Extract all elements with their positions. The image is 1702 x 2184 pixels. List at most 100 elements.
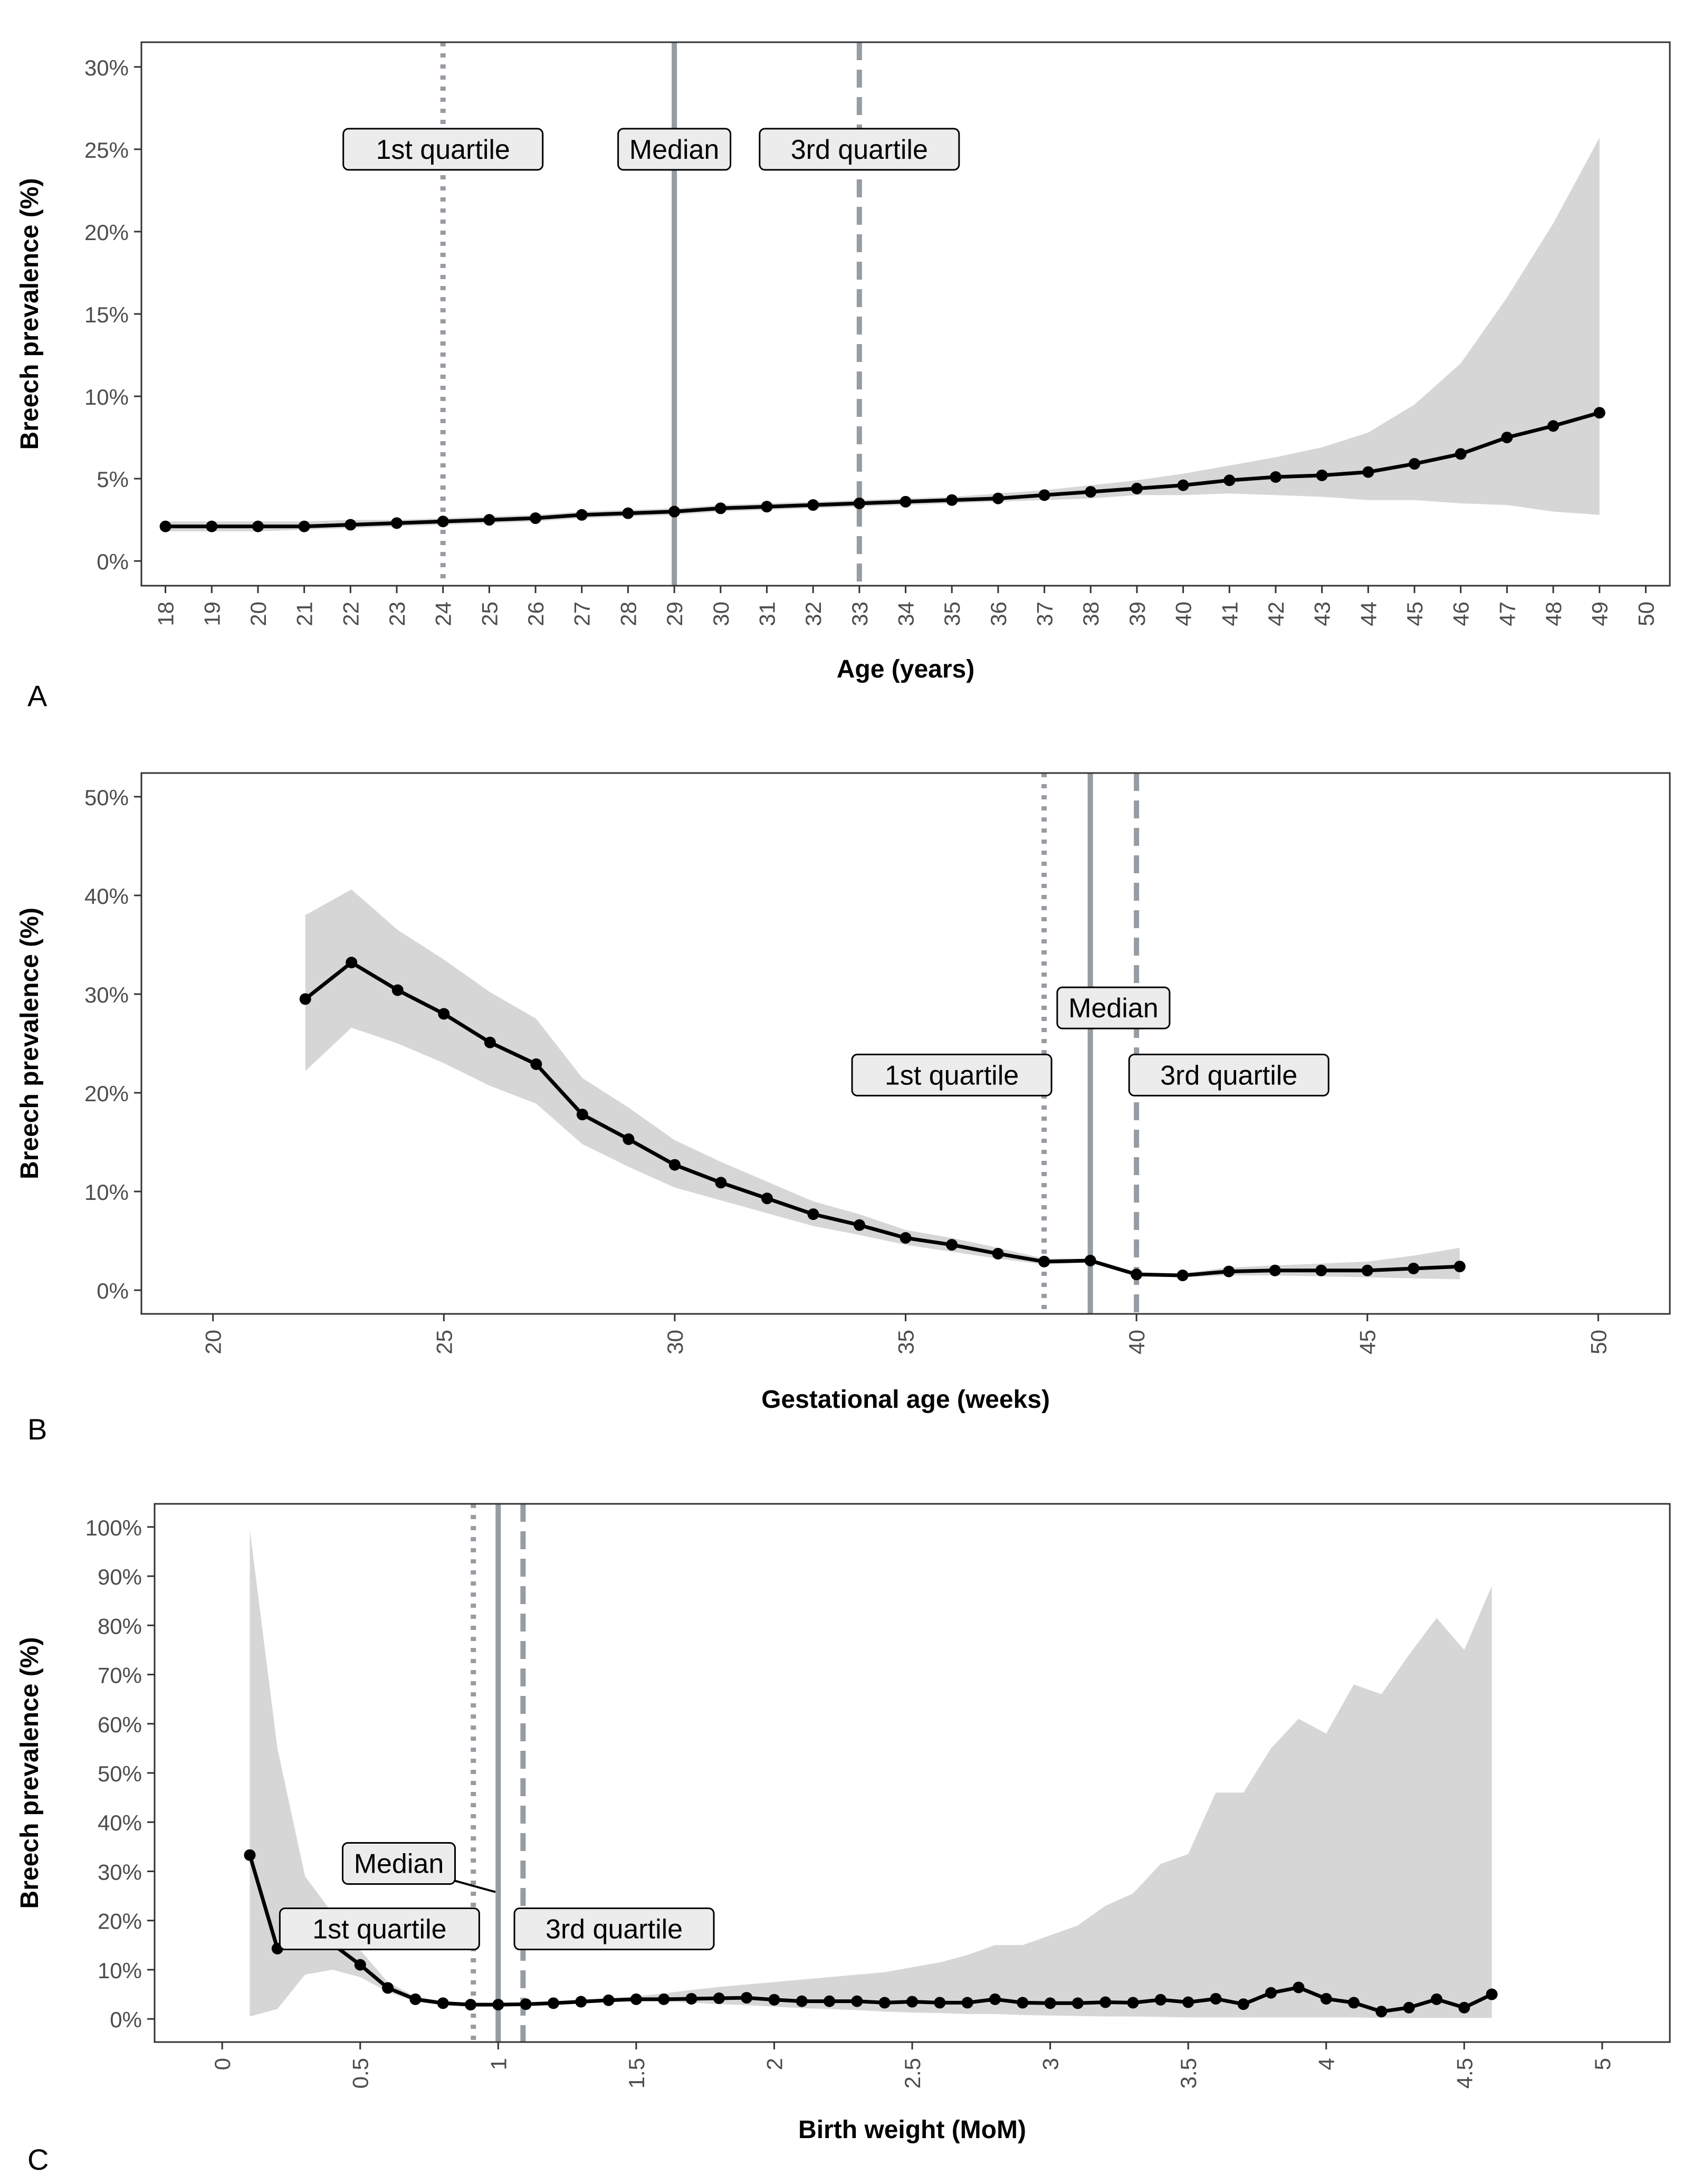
x-tick-label: 47 xyxy=(1495,602,1519,626)
x-tick-label: 46 xyxy=(1449,602,1474,626)
data-point xyxy=(1486,1988,1498,2000)
x-tick-label: 24 xyxy=(431,602,456,626)
x-tick-label: 48 xyxy=(1541,602,1566,626)
y-tick-label: 10% xyxy=(84,385,129,409)
data-point xyxy=(464,1999,476,2011)
annotation-label-box xyxy=(279,1908,480,1951)
x-tick-label: 34 xyxy=(894,602,919,626)
x-tick-label: 29 xyxy=(662,602,687,626)
x-tick-label: 32 xyxy=(801,602,826,626)
y-tick-label: 30% xyxy=(98,1859,142,1884)
y-tick-label: 20% xyxy=(84,220,129,245)
data-point xyxy=(1375,2006,1388,2018)
y-tick-label: 0% xyxy=(97,1279,129,1303)
data-point xyxy=(1154,1994,1166,2006)
data-point xyxy=(520,1998,532,2010)
data-point xyxy=(1458,2001,1470,2014)
data-point xyxy=(1265,1987,1277,1999)
x-tick-label: 30 xyxy=(709,602,733,626)
data-point xyxy=(989,1993,1001,2005)
data-point xyxy=(1182,1996,1194,2008)
x-tick-label: 0 xyxy=(210,2058,235,2070)
x-tick-label: 35 xyxy=(894,1330,919,1355)
x-tick-label: 5 xyxy=(1590,2058,1615,2070)
data-point xyxy=(483,514,495,526)
data-point xyxy=(714,502,726,514)
data-point xyxy=(1455,448,1467,460)
x-tick-label: 28 xyxy=(616,602,640,626)
panel-b-letter: B xyxy=(27,1413,47,1446)
data-point xyxy=(715,1177,727,1189)
data-point xyxy=(1362,466,1374,478)
y-tick-label: 80% xyxy=(98,1614,142,1638)
data-point xyxy=(1408,1262,1420,1274)
x-tick-label: 0.5 xyxy=(348,2058,373,2088)
data-point xyxy=(946,1239,958,1251)
data-point xyxy=(1210,1992,1222,2005)
data-point xyxy=(1269,1264,1281,1276)
data-point xyxy=(1131,1269,1143,1281)
annotation-label-box xyxy=(617,128,732,171)
annotation-label: Median xyxy=(629,135,720,165)
y-tick-label: 15% xyxy=(84,302,129,327)
data-point xyxy=(1293,1981,1305,1994)
data-point xyxy=(761,501,773,513)
data-point xyxy=(1501,432,1513,444)
data-point xyxy=(1177,479,1189,491)
annotation-label: 1st quartile xyxy=(312,1914,446,1945)
y-tick-label: 60% xyxy=(98,1712,142,1737)
data-point xyxy=(530,1058,542,1070)
data-point xyxy=(492,1999,504,2011)
data-point xyxy=(530,512,542,524)
data-point xyxy=(576,509,588,521)
data-point xyxy=(437,516,449,528)
x-tick-label: 25 xyxy=(432,1330,456,1355)
x-tick-label: 42 xyxy=(1264,602,1288,626)
data-point xyxy=(547,1997,559,2009)
data-point xyxy=(576,1109,588,1121)
y-tick-label: 0% xyxy=(110,2007,142,2032)
x-tick-label: 18 xyxy=(154,602,178,626)
x-tick-label: 38 xyxy=(1078,602,1103,626)
data-point xyxy=(1454,1261,1466,1273)
x-tick-label: 1 xyxy=(486,2058,511,2070)
x-tick-label: 21 xyxy=(292,602,317,626)
x-tick-label: 43 xyxy=(1310,602,1335,626)
x-tick-label: 36 xyxy=(986,602,1011,626)
data-point xyxy=(853,1219,865,1231)
data-point xyxy=(668,506,681,518)
x-tick-label: 23 xyxy=(385,602,409,626)
data-point xyxy=(354,1959,366,1971)
data-point xyxy=(658,1993,670,2005)
data-point xyxy=(906,1996,918,2008)
x-tick-label: 4.5 xyxy=(1452,2058,1477,2088)
data-point xyxy=(1072,1997,1084,2009)
x-tick-label: 30 xyxy=(663,1330,687,1355)
data-point xyxy=(252,520,264,532)
x-tick-label: 37 xyxy=(1032,602,1057,626)
data-point xyxy=(761,1193,773,1205)
data-point xyxy=(934,1997,946,2009)
data-point xyxy=(1315,1264,1327,1276)
panel-a-letter: A xyxy=(27,679,47,712)
y-axis-title: Breech prevalence (%) xyxy=(16,1637,44,1909)
data-point xyxy=(1408,458,1420,470)
annotation-label-box xyxy=(342,128,544,171)
x-tick-label: 27 xyxy=(570,602,595,626)
data-point xyxy=(1177,1270,1189,1282)
y-tick-label: 10% xyxy=(84,1180,129,1205)
series-line xyxy=(248,1854,1493,2014)
confidence-band xyxy=(250,1529,1492,2018)
data-point xyxy=(961,1997,973,2009)
data-point xyxy=(1085,486,1097,498)
y-tick-label: 30% xyxy=(84,983,129,1007)
data-point xyxy=(244,1849,256,1861)
x-tick-label: 40 xyxy=(1124,1330,1149,1355)
series-line xyxy=(165,411,1600,529)
data-point xyxy=(741,1992,753,2004)
data-point xyxy=(391,984,404,996)
annotation-label: 3rd quartile xyxy=(1160,1060,1297,1091)
data-point xyxy=(438,1008,450,1020)
